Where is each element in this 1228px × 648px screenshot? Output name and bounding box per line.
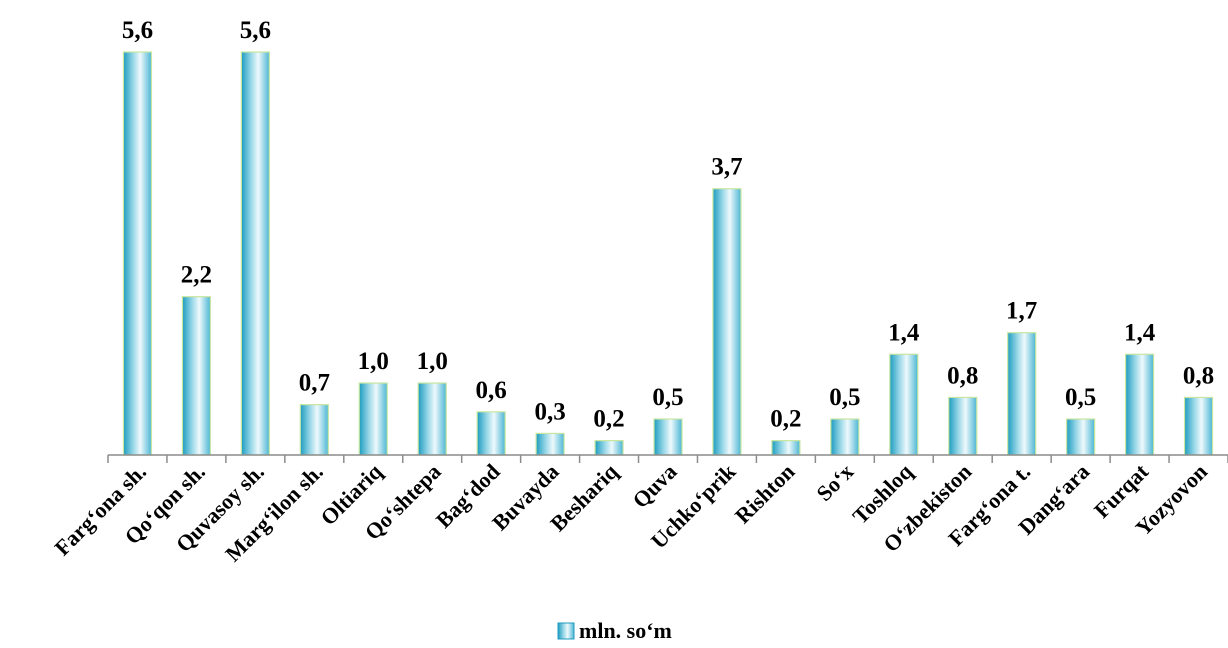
bar <box>240 51 270 456</box>
data-label: 1,7 <box>1006 298 1037 325</box>
bars-group <box>122 51 1214 456</box>
data-label: 0,5 <box>829 384 860 411</box>
legend-label: mln. so‘m <box>579 618 672 643</box>
x-tick-label: Quva <box>628 459 682 513</box>
bar <box>1124 353 1155 456</box>
data-label: 0,5 <box>652 384 683 411</box>
data-label: 1,0 <box>417 348 448 375</box>
data-label: 1,4 <box>1124 319 1156 346</box>
bar <box>535 432 565 456</box>
bar <box>1007 332 1037 456</box>
bar <box>1183 396 1214 456</box>
bar <box>712 188 742 456</box>
data-label: 1,4 <box>888 319 920 346</box>
legend: mln. so‘m <box>557 618 672 643</box>
bar <box>948 396 978 456</box>
data-label: 0,5 <box>1065 384 1096 411</box>
value-labels-group: 5,6 2,2 5,6 0,7 1,0 1,0 0,6 0,3 0,2 0,5 3,7 0,2 0,5 1… <box>122 17 1214 433</box>
bar <box>771 440 801 456</box>
data-label: 0,8 <box>947 362 978 389</box>
bar <box>889 353 919 456</box>
bar <box>181 296 212 456</box>
bar <box>122 51 153 456</box>
bar <box>830 418 860 456</box>
bar <box>476 411 506 456</box>
bar <box>358 382 388 456</box>
bar <box>1066 418 1096 456</box>
data-label: 0,6 <box>476 377 507 404</box>
bar <box>594 440 624 456</box>
data-label: 5,6 <box>240 17 271 44</box>
bar <box>299 404 329 456</box>
x-axis-ticks <box>107 455 1228 463</box>
category-labels-group: Farg‘ona sh.Qo‘qon sh.Quvasoy sh.Marg‘il… <box>49 458 1212 566</box>
data-label: 0,8 <box>1183 362 1214 389</box>
data-label: 0,2 <box>770 406 801 433</box>
x-tick-label: Rishton <box>730 459 800 529</box>
data-label: 1,0 <box>358 348 389 375</box>
data-label: 5,6 <box>122 17 153 44</box>
legend-swatch <box>557 622 575 640</box>
bar <box>417 382 447 456</box>
data-label: 0,3 <box>534 398 565 425</box>
data-label: 0,2 <box>593 406 624 433</box>
data-label: 0,7 <box>299 370 330 397</box>
x-tick-label: So‘x <box>811 459 858 506</box>
data-label: 2,2 <box>181 262 212 289</box>
bar <box>653 418 683 456</box>
data-label: 3,7 <box>711 154 742 181</box>
